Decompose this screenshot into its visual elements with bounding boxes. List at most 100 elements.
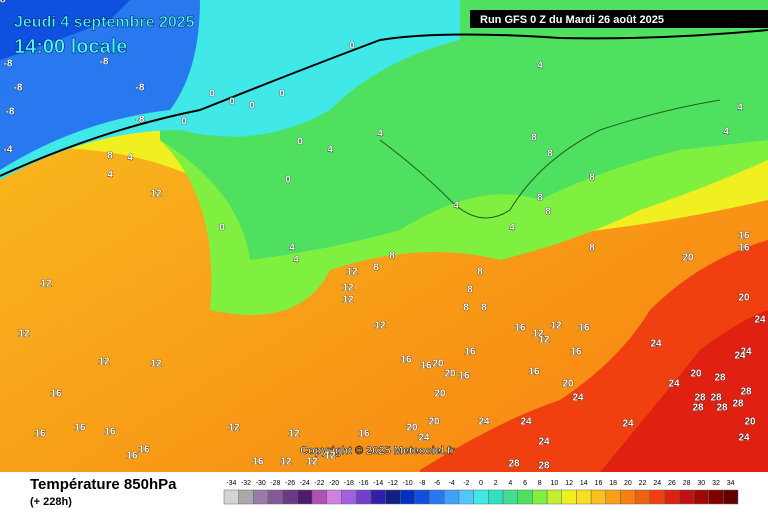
contour-label: 28 <box>714 373 726 384</box>
contour-label: 0 <box>219 223 225 234</box>
contour-label: 12 <box>228 423 240 434</box>
legend-tick-label: 14 <box>580 480 588 487</box>
contour-label: 8 <box>547 149 553 160</box>
legend-swatch <box>576 489 592 505</box>
contour-label: 16 <box>464 347 476 358</box>
legend-swatch <box>429 489 445 505</box>
legend-tick-label: -12 <box>388 480 398 487</box>
contour-label: -8 <box>6 107 15 118</box>
contour-label: 16 <box>738 231 750 242</box>
contour-label: 8 <box>373 263 379 274</box>
legend-tick-label: 2 <box>494 480 498 487</box>
legend-swatch <box>414 489 430 505</box>
legend-tick-label: 32 <box>712 480 720 487</box>
legend-swatch <box>238 489 254 505</box>
isotherm-0 <box>0 29 768 177</box>
contour-label: 24 <box>572 393 584 404</box>
legend-tick-label: 20 <box>624 480 632 487</box>
footer-subtitle: (+ 228h) <box>30 496 72 508</box>
contour-label: 12 <box>342 295 354 306</box>
legend-tick-label: -10 <box>403 480 413 487</box>
contour-label: 8 <box>537 193 543 204</box>
legend-swatch <box>605 489 621 505</box>
contour-label: -8 <box>136 115 145 126</box>
legend-tick-label: 4 <box>508 480 512 487</box>
contour-label: 20 <box>428 417 440 428</box>
contour-label: 16 <box>252 457 264 468</box>
legend-tick-label: -2 <box>463 480 469 487</box>
contour-label: 20 <box>406 423 418 434</box>
contour-label: 4 <box>737 103 743 114</box>
legend-tick-label: 30 <box>697 480 705 487</box>
contour-label: 16 <box>570 347 582 358</box>
legend-tick-label: -4 <box>449 480 455 487</box>
contour-label: 28 <box>508 459 520 470</box>
legend-tick-label: 28 <box>683 480 691 487</box>
contour-label: 12 <box>324 451 336 462</box>
legend-swatch <box>326 489 342 505</box>
run-info: Run GFS 0 Z du Mardi 26 août 2025 <box>480 14 664 26</box>
contour-label: 20 <box>432 359 444 370</box>
legend: -34 -32 -30 -28 -26 -24 -22 -20 -18 -16 -14 -12 -10-… <box>223 480 739 505</box>
legend-tick-label: -14 <box>373 480 383 487</box>
legend-swatch <box>546 489 563 505</box>
contour-label: 8 <box>481 303 487 314</box>
contour-label: 8 <box>589 173 595 184</box>
contour-label: 24 <box>668 379 680 390</box>
contour-label: 24 <box>650 339 662 350</box>
legend-swatch <box>253 489 269 505</box>
legend-tick-label: 12 <box>565 480 573 487</box>
contour-label: 16 <box>74 423 86 434</box>
legend-tick-label: -6 <box>434 480 440 487</box>
contour-label: 20 <box>738 293 750 304</box>
contour-label: 28 <box>732 399 744 410</box>
contour-label: 16 <box>104 427 116 438</box>
legend-tick-label: -22 <box>314 480 324 487</box>
legend-swatch <box>708 489 724 505</box>
contour-label: 0 <box>297 137 303 148</box>
legend-tick-label: -28 <box>270 480 280 487</box>
legend-swatch <box>693 489 709 505</box>
contour-label: 0 <box>279 89 285 100</box>
contour-label: 16 <box>126 451 138 462</box>
legend-tick-label: -26 <box>285 480 295 487</box>
contour-label: 16 <box>514 323 526 334</box>
time-title: 14:00 locale <box>14 36 127 58</box>
legend-tick-label: 16 <box>595 480 603 487</box>
contour-label: 16 <box>138 445 150 456</box>
contour-label: 8 <box>531 133 537 144</box>
contour-label: 28 <box>740 387 752 398</box>
contour-label: 12 <box>532 329 544 340</box>
contour-label: 12 <box>550 321 562 332</box>
contour-label: 12 <box>288 429 300 440</box>
legend-tick-label: 10 <box>551 480 559 487</box>
zone-red2 <box>600 310 768 472</box>
contour-label: 28 <box>716 403 728 414</box>
legend-swatch <box>355 489 372 505</box>
legend-tick-label: 22 <box>639 480 647 487</box>
contour-label: 20 <box>444 369 456 380</box>
contour-label: 4 <box>127 153 133 164</box>
contour-label: -8 <box>14 83 23 94</box>
legend-tick-label: 18 <box>609 480 617 487</box>
contour-label: 4 <box>537 61 543 72</box>
legend-swatch <box>458 489 474 505</box>
legend-swatch <box>517 489 533 505</box>
contour-label: 8 <box>477 267 483 278</box>
legend-swatch <box>590 489 607 505</box>
legend-swatch <box>297 489 313 505</box>
contour-label: -4 <box>4 145 13 156</box>
legend-tick-label: -16 <box>358 480 368 487</box>
contour-label: 16 <box>420 361 432 372</box>
contour-label: 8 <box>389 251 395 262</box>
contour-label: 12 <box>18 329 30 340</box>
contour-label: -8 <box>100 57 109 68</box>
legend-tick-label: -18 <box>344 480 354 487</box>
legend-swatch <box>399 489 416 505</box>
contour-label: 28 <box>692 403 704 414</box>
run-box <box>470 10 768 28</box>
contour-label: 20 <box>682 253 694 264</box>
legend-swatch <box>620 489 636 505</box>
